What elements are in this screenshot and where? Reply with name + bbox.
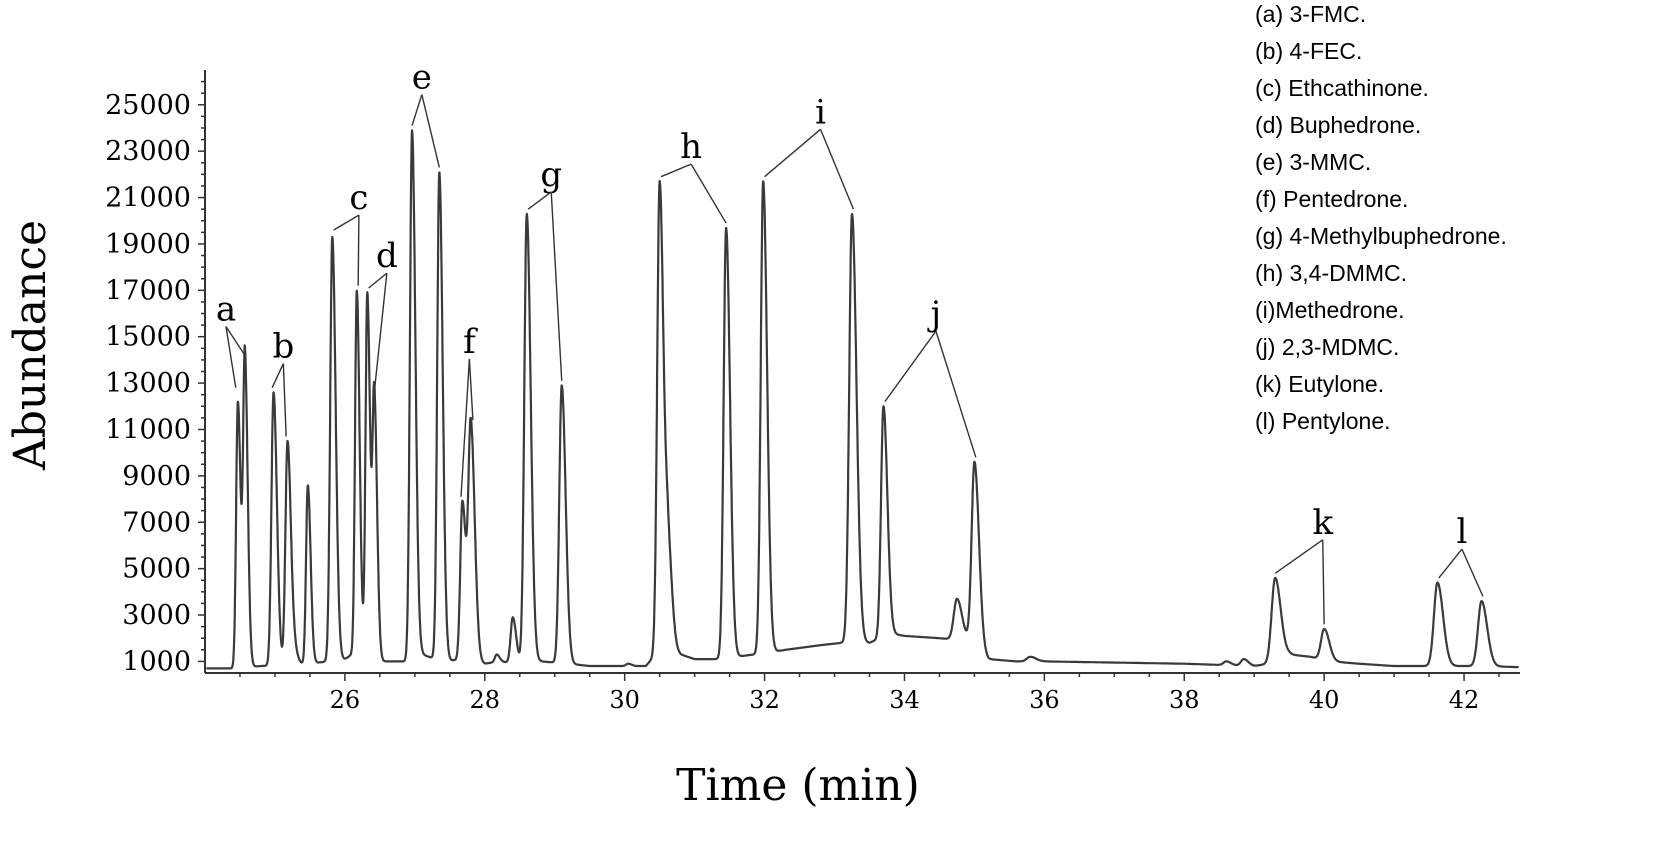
y-tick-label: 25000: [105, 90, 191, 121]
leader-line: [468, 358, 474, 421]
leader-line: [550, 191, 563, 381]
legend-entry: (h) 3,4-DMMC.: [1255, 260, 1407, 286]
leader-line: [660, 163, 692, 178]
y-axis: 1000 3000 5000 7000 9000 11000 13000 15000 17000…: [105, 70, 206, 677]
leader-line: [527, 191, 552, 210]
legend-entry: (e) 3-MMC.: [1255, 149, 1371, 175]
peak-label: i: [815, 92, 826, 132]
legend-entry: (g) 4-Methylbuphedrone.: [1255, 223, 1507, 249]
leader-line: [373, 273, 388, 393]
peak-annotation-c: c: [333, 178, 368, 286]
peak-label: d: [376, 236, 398, 276]
peak-annotation-k: k: [1274, 503, 1333, 625]
y-tick-label: 9000: [122, 461, 191, 492]
x-tick-label: 40: [1309, 686, 1340, 714]
peak-label: a: [216, 289, 236, 329]
peak-label: f: [463, 322, 478, 362]
peak-annotation-g: g: [527, 155, 563, 381]
y-tick-label: 17000: [105, 275, 191, 306]
leader-line: [282, 363, 287, 437]
leader-line: [333, 214, 360, 231]
x-tick-label: 32: [749, 686, 780, 714]
peak-annotations: ab cd e f g h i j k l: [216, 58, 1484, 625]
y-tick-label: 19000: [105, 229, 191, 260]
peak-annotation-b: b: [271, 327, 294, 437]
x-tick-label: 28: [470, 686, 501, 714]
leader-line: [421, 94, 441, 168]
legend-entry: (l) Pentylone.: [1255, 408, 1391, 434]
peak-label: l: [1457, 512, 1468, 552]
legend-entry: (a) 3-FMC.: [1255, 1, 1366, 27]
leader-line: [225, 326, 237, 388]
peak-label: h: [680, 127, 702, 167]
y-tick-label: 3000: [122, 600, 191, 631]
y-tick-label: 13000: [105, 368, 191, 399]
y-tick-label: 7000: [122, 507, 191, 538]
peak-label: g: [540, 155, 562, 195]
peak-label: k: [1312, 503, 1333, 543]
leader-line: [411, 94, 423, 126]
y-tick-label: 21000: [105, 183, 191, 214]
leader-line: [368, 272, 388, 289]
leader-line: [1438, 548, 1463, 579]
leader-line: [1461, 548, 1484, 597]
leader-line: [819, 129, 855, 210]
leader-line: [935, 330, 977, 458]
legend: (a) 3-FMC. (b) 4-FEC. (c) Ethcathinone. (d)…: [1255, 1, 1507, 434]
y-tick-label: 5000: [122, 554, 191, 585]
leader-line: [225, 326, 246, 356]
y-ticks: 1000 3000 5000 7000 9000 11000 13000 15000 17000…: [105, 80, 205, 677]
peak-annotation-e: e: [411, 58, 441, 168]
legend-entry: (b) 4-FEC.: [1255, 38, 1362, 64]
leader-line: [460, 358, 471, 497]
y-tick-label: 23000: [105, 136, 191, 167]
peak-annotation-f: f: [460, 322, 478, 497]
legend-entry: (j) 2,3-MDMC.: [1255, 334, 1399, 360]
legend-entry: (c) Ethcathinone.: [1255, 75, 1429, 101]
leader-line: [764, 128, 821, 178]
x-axis-title: Time (min): [676, 760, 920, 811]
leader-line: [271, 363, 284, 389]
x-tick-label: 34: [889, 686, 920, 714]
legend-entry: (f) Pentedrone.: [1255, 186, 1408, 212]
peak-annotation-i: i: [764, 92, 855, 210]
x-tick-label: 26: [330, 686, 361, 714]
leader-line: [884, 330, 937, 403]
x-tick-label: 36: [1029, 686, 1060, 714]
peak-annotation-h: h: [660, 127, 727, 224]
legend-entry: (d) Buphedrone.: [1255, 112, 1421, 138]
x-tick-label: 30: [609, 686, 640, 714]
leader-line: [357, 215, 360, 286]
peak-annotation-d: d: [368, 236, 398, 393]
leader-line: [1322, 539, 1325, 625]
peak-label: b: [272, 327, 294, 367]
leader-line: [1274, 539, 1324, 574]
peak-annotation-l: l: [1438, 512, 1484, 597]
x-tick-label: 42: [1449, 686, 1480, 714]
peak-annotation-a: a: [216, 289, 246, 388]
peak-label: e: [412, 58, 432, 98]
y-tick-label: 15000: [105, 322, 191, 353]
peak-label: j: [927, 294, 942, 334]
chromatogram-trace: [205, 129, 1520, 670]
peak-label: c: [349, 178, 368, 218]
legend-entry: (i)Methedrone.: [1255, 297, 1405, 323]
x-ticks: 26 28 30 32 34 36 38 40 42: [239, 673, 1500, 714]
y-tick-label: 1000: [122, 646, 191, 677]
x-axis: 26 28 30 32 34 36 38 40 42: [205, 672, 1520, 714]
y-axis-title: Abundance: [5, 220, 56, 471]
y-tick-label: 11000: [105, 414, 191, 445]
leader-line: [690, 163, 727, 224]
x-tick-label: 38: [1169, 686, 1200, 714]
legend-entry: (k) Eutylone.: [1255, 371, 1384, 397]
peak-annotation-j: j: [884, 294, 977, 458]
